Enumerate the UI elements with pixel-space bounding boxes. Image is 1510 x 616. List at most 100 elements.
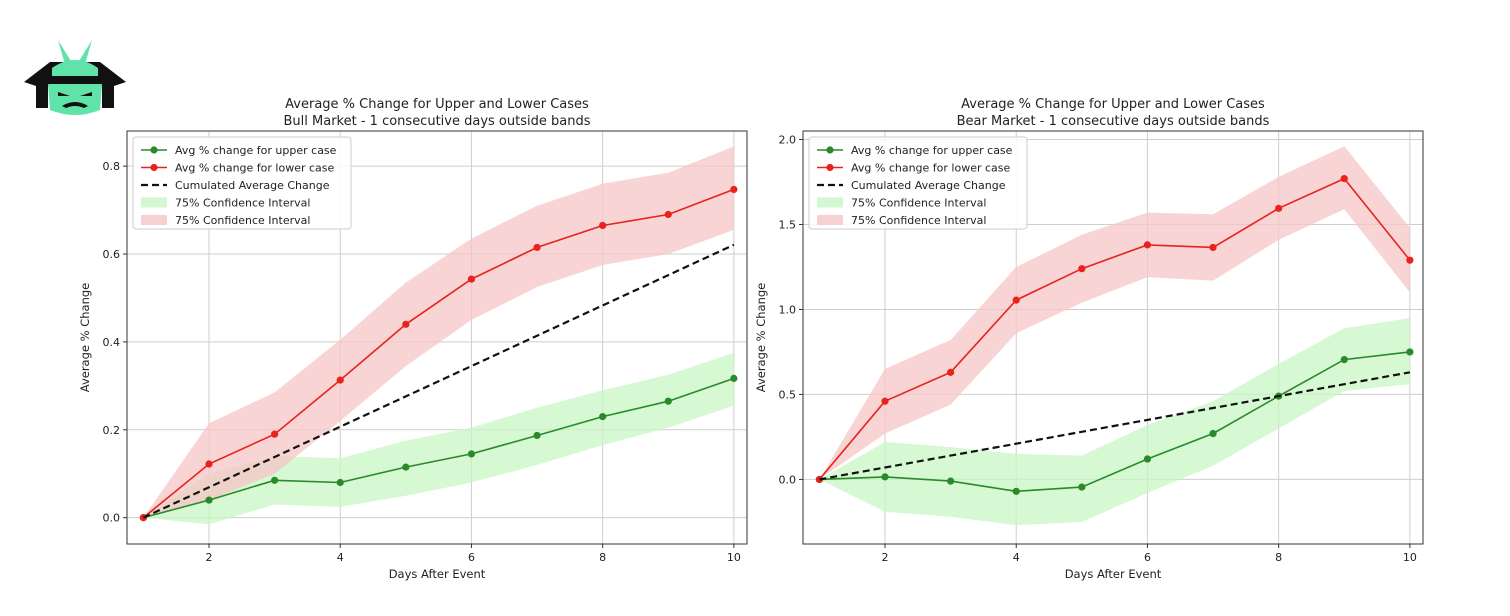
data-point xyxy=(467,450,476,458)
data-point xyxy=(271,430,279,438)
data-point xyxy=(533,243,541,252)
legend-swatch xyxy=(817,215,843,225)
data-point xyxy=(402,320,410,328)
x-tick-label: 4 xyxy=(1013,551,1020,564)
data-point xyxy=(1078,483,1086,491)
legend-label: Avg % change for lower case xyxy=(851,162,1011,175)
legend-marker xyxy=(150,163,158,172)
data-point xyxy=(1078,265,1086,273)
chart-title: Average % Change for Upper and Lower Cas… xyxy=(961,97,1265,112)
data-point xyxy=(336,478,344,487)
y-tick-label: 1.0 xyxy=(779,303,797,316)
legend-marker xyxy=(150,146,158,154)
y-axis-label: Average % Change xyxy=(78,283,92,393)
legend-label: 75% Confidence Interval xyxy=(175,197,310,210)
data-point xyxy=(533,431,541,440)
data-point xyxy=(730,374,738,382)
plot-area xyxy=(815,146,1414,526)
y-tick-label: 1.5 xyxy=(779,218,797,231)
x-tick-label: 6 xyxy=(1144,551,1151,564)
x-tick-label: 2 xyxy=(882,551,889,564)
legend-label: 75% Confidence Interval xyxy=(175,214,310,227)
data-point xyxy=(947,477,955,485)
data-point xyxy=(1340,355,1348,364)
data-point xyxy=(1340,174,1348,183)
data-point xyxy=(730,185,738,194)
series-line-cumulated xyxy=(142,243,735,519)
x-tick-label: 8 xyxy=(1275,551,1282,564)
y-tick-label: 0.2 xyxy=(103,424,121,437)
y-tick-label: 0.8 xyxy=(103,160,121,173)
x-tick-label: 8 xyxy=(599,551,606,564)
confidence-band xyxy=(819,318,1410,526)
data-point xyxy=(1275,204,1283,212)
legend-label: Avg % change for upper case xyxy=(175,144,337,157)
x-tick-label: 4 xyxy=(337,551,344,564)
data-point xyxy=(599,412,607,421)
chart-panel: Average % Change for Upper and Lower Cas… xyxy=(78,97,748,581)
legend-box xyxy=(808,136,1028,230)
data-point xyxy=(1012,296,1020,304)
data-point xyxy=(1143,241,1152,249)
data-point xyxy=(205,460,213,468)
x-axis-label: Days After Event xyxy=(1065,567,1162,581)
x-tick-label: 10 xyxy=(1403,551,1417,564)
legend-swatch xyxy=(141,215,167,225)
data-point xyxy=(1012,487,1020,495)
data-point xyxy=(1209,429,1217,438)
legend-label: Cumulated Average Change xyxy=(851,179,1006,192)
series-line-cumulated xyxy=(819,371,1411,481)
chart-panel: Average % Change for Upper and Lower Cas… xyxy=(754,97,1424,581)
chart-subtitle: Bull Market - 1 consecutive days outside… xyxy=(284,114,591,129)
series-line xyxy=(818,177,1411,480)
chart-subtitle: Bear Market - 1 consecutive days outside… xyxy=(957,114,1270,129)
legend: Avg % change for upper case Avg % change … xyxy=(132,136,352,230)
y-axis-label: Average % Change xyxy=(754,283,768,393)
y-tick-label: 0.0 xyxy=(779,473,797,486)
legend-label: Cumulated Average Change xyxy=(175,179,330,192)
data-point xyxy=(205,496,213,504)
x-tick-label: 6 xyxy=(468,551,475,564)
samurai-helmet-icon xyxy=(24,40,126,115)
data-point xyxy=(815,475,824,484)
data-point xyxy=(881,397,889,405)
legend: Avg % change for upper case Avg % change … xyxy=(808,136,1028,230)
x-tick-label: 10 xyxy=(727,551,741,564)
data-point xyxy=(402,463,410,471)
data-point xyxy=(271,476,279,484)
plot-frame xyxy=(126,130,748,545)
data-point xyxy=(664,397,672,405)
data-point xyxy=(1406,256,1414,264)
confidence-band xyxy=(819,146,1410,480)
legend-marker xyxy=(826,163,834,172)
series-line xyxy=(819,351,1410,493)
data-point xyxy=(467,275,476,283)
data-point xyxy=(881,473,889,481)
legend-label: Avg % change for lower case xyxy=(175,162,335,175)
data-point xyxy=(336,376,344,384)
x-tick-label: 2 xyxy=(206,551,213,564)
plot-area xyxy=(139,146,738,525)
data-point xyxy=(599,221,607,230)
data-point xyxy=(947,368,955,376)
legend-label: 75% Confidence Interval xyxy=(851,197,986,210)
legend-swatch xyxy=(141,197,167,208)
y-tick-label: 2.0 xyxy=(779,133,797,146)
y-tick-label: 0.5 xyxy=(779,388,797,401)
series-line xyxy=(142,188,735,519)
x-axis-label: Days After Event xyxy=(389,567,486,581)
y-tick-label: 0.0 xyxy=(103,512,121,525)
data-point xyxy=(664,210,672,219)
confidence-band xyxy=(143,146,734,518)
data-point xyxy=(1406,348,1414,356)
legend-marker xyxy=(826,146,834,154)
y-tick-label: 0.4 xyxy=(103,336,121,349)
series-line xyxy=(143,377,735,519)
data-point xyxy=(1143,455,1152,463)
legend-label: 75% Confidence Interval xyxy=(851,214,986,227)
chart-title: Average % Change for Upper and Lower Cas… xyxy=(285,97,589,112)
plot-frame xyxy=(802,130,1424,545)
data-point xyxy=(1209,243,1217,252)
y-tick-label: 0.6 xyxy=(103,248,121,261)
